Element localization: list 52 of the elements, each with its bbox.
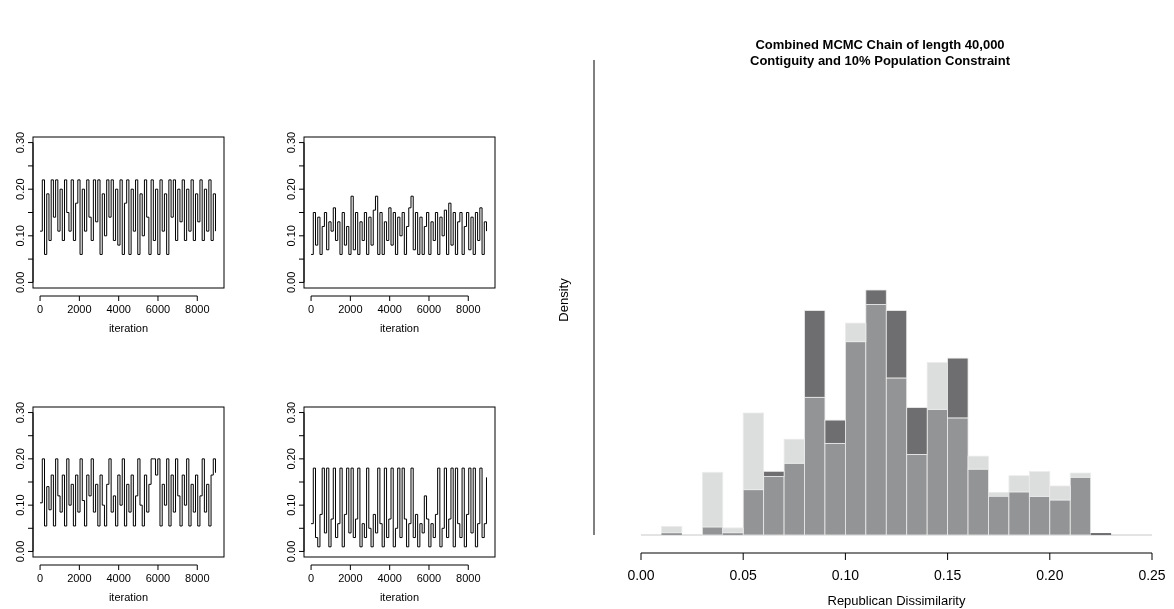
bar [661, 532, 682, 535]
x-tick-label: 8000 [456, 303, 481, 315]
x-tick-label: 2000 [67, 303, 92, 315]
x-tick-label: 4000 [106, 572, 131, 584]
y-tick-label: 0.20 [14, 448, 26, 470]
x-tick-label: 2000 [67, 572, 92, 584]
x-tick-label: 4000 [377, 303, 402, 315]
x-tick-label: 4000 [106, 303, 131, 315]
x-tick-label: 0 [37, 303, 44, 315]
x-tick-label: 0.25 [1138, 567, 1166, 583]
x-tick-label: 0.00 [627, 567, 655, 583]
x-tick-label: 0.20 [1036, 567, 1064, 583]
x-axis-title: iteration [379, 591, 420, 603]
x-tick-label: 0.15 [933, 567, 962, 583]
y-tick-label: 0.00 [285, 271, 297, 294]
y-tick-label: 0.30 [285, 401, 297, 424]
y-tick-label: 0.10 [14, 225, 26, 247]
y-tick-label: 0.20 [285, 448, 297, 470]
bar [661, 526, 683, 534]
y-tick-label: 0.20 [285, 178, 297, 200]
y-tick-label: 0.10 [285, 494, 297, 516]
x-tick-label: 0 [37, 572, 44, 584]
x-axis-title: Republican Dissimilarity [827, 593, 966, 608]
y-tick-label: 0.10 [285, 225, 297, 247]
y-tick-label: 0.00 [14, 271, 26, 294]
y-tick-label: 0.20 [14, 178, 26, 200]
chart-title: Combined MCMC Chain of length 40,000 [755, 37, 1005, 52]
x-tick-label: 8000 [185, 572, 210, 584]
y-tick-label: 0.30 [14, 401, 26, 424]
y-tick-label: 0.30 [14, 131, 26, 154]
x-axis-title: iteration [108, 322, 149, 334]
x-axis-title: iteration [108, 591, 149, 603]
x-tick-label: 0 [308, 303, 315, 315]
y-tick-label: 0.00 [285, 540, 297, 563]
x-tick-label: 6000 [416, 303, 442, 315]
x-tick-label: 6000 [416, 572, 442, 584]
y-tick-label: 0.30 [285, 131, 297, 154]
y-axis-title: Density [556, 277, 571, 322]
x-tick-label: 2000 [338, 572, 363, 584]
x-tick-label: 2000 [338, 303, 363, 315]
x-tick-label: 6000 [145, 572, 171, 584]
x-tick-label: 6000 [145, 303, 171, 315]
x-axis-title: iteration [379, 322, 420, 334]
x-tick-label: 0.05 [729, 567, 758, 583]
x-tick-label: 8000 [185, 303, 210, 315]
y-tick-label: 0.00 [14, 540, 26, 563]
x-tick-label: 8000 [456, 572, 481, 584]
x-tick-label: 0 [308, 572, 315, 584]
x-tick-label: 4000 [377, 572, 402, 584]
x-tick-label: 0.10 [831, 567, 860, 583]
y-tick-label: 0.10 [14, 494, 26, 516]
chart-subtitle: Contiguity and 10% Population Constraint [750, 53, 1011, 68]
